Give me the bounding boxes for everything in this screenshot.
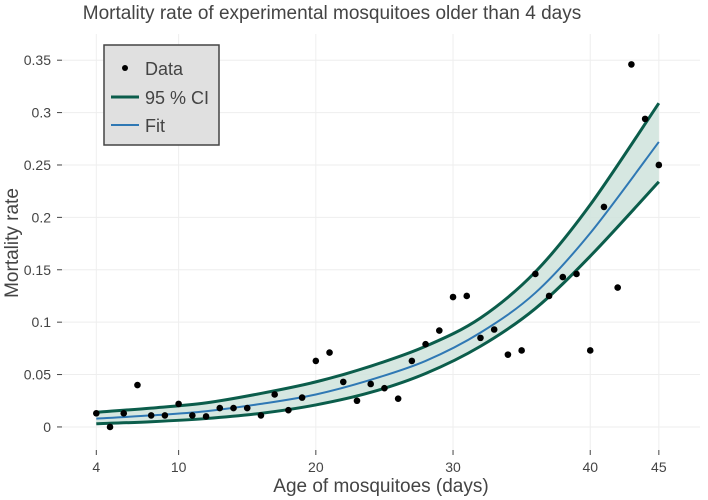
ci-band-fill	[96, 103, 659, 424]
ci-upper-line	[96, 102, 661, 414]
legend-label-fit: Fit	[145, 116, 165, 136]
x-tick-label: 20	[308, 459, 324, 475]
data-point	[298, 394, 306, 401]
data-point	[312, 357, 320, 365]
data-point	[545, 292, 553, 300]
data-point	[216, 404, 224, 412]
data-point	[175, 400, 182, 408]
data-point	[285, 406, 292, 414]
y-axis-ticks: 0 0.05 0.1 0.15 0.2 0.25 0.3 0.35	[24, 52, 62, 435]
y-tick-label: 0.35	[24, 52, 51, 68]
data-point	[161, 412, 169, 419]
data-point	[408, 357, 416, 365]
data-point	[257, 412, 265, 419]
data-point	[271, 391, 278, 398]
fit-line	[96, 141, 660, 420]
data-point	[230, 404, 237, 412]
data-point	[573, 270, 580, 278]
y-tick-label: 0.1	[32, 314, 52, 330]
data-point	[134, 381, 141, 389]
y-axis-label: Mortality rate	[2, 188, 23, 298]
x-tick-label: 30	[445, 459, 461, 475]
data-points	[93, 61, 663, 431]
data-point	[422, 340, 429, 348]
data-point	[600, 203, 608, 211]
data-point	[394, 395, 402, 402]
x-axis-ticks: 4 10 20 30 40 45	[92, 450, 667, 475]
data-point	[189, 412, 196, 419]
data-point	[655, 161, 663, 169]
x-tick-label: 40	[582, 459, 598, 475]
ci-band-layer	[96, 102, 661, 426]
data-point	[628, 61, 635, 68]
data-point	[106, 423, 114, 431]
legend[interactable]: Data 95 % CI Fit	[103, 44, 220, 146]
data-point	[326, 349, 333, 356]
data-point	[490, 326, 498, 333]
data-point	[504, 351, 512, 358]
data-point	[353, 397, 361, 405]
x-tick-label: 10	[171, 459, 187, 475]
y-tick-label: 0.3	[32, 105, 52, 121]
data-point	[120, 410, 128, 417]
data-point	[463, 292, 471, 300]
y-tick-label: 0.2	[32, 209, 52, 225]
data-point	[449, 293, 457, 301]
data-point	[202, 413, 210, 420]
data-point	[243, 404, 251, 412]
x-tick-label: 45	[651, 459, 667, 475]
data-point	[586, 347, 594, 354]
y-tick-label: 0	[43, 419, 51, 435]
legend-label-data: Data	[145, 59, 184, 79]
ci-lower-line	[96, 180, 660, 426]
data-point	[339, 378, 347, 386]
data-point	[477, 334, 484, 342]
x-tick-label: 4	[92, 459, 100, 475]
data-point	[518, 347, 525, 354]
data-point	[381, 384, 388, 392]
x-axis-label: Age of mosquitoes (days)	[273, 476, 488, 497]
data-point	[147, 412, 155, 419]
y-tick-label: 0.15	[24, 262, 51, 278]
y-tick-label: 0.25	[24, 157, 51, 173]
legend-box	[103, 44, 220, 146]
data-point	[614, 284, 621, 291]
data-point	[93, 410, 100, 417]
chart-title: Mortality rate of experimental mosquitoe…	[83, 3, 581, 24]
data-point	[436, 327, 443, 334]
data-point	[641, 115, 649, 123]
data-point	[532, 270, 539, 278]
legend-data-marker	[122, 65, 128, 71]
y-tick-label: 0.05	[24, 367, 51, 383]
data-point	[367, 380, 375, 388]
data-point	[559, 273, 567, 281]
legend-label-ci: 95 % CI	[145, 88, 209, 108]
